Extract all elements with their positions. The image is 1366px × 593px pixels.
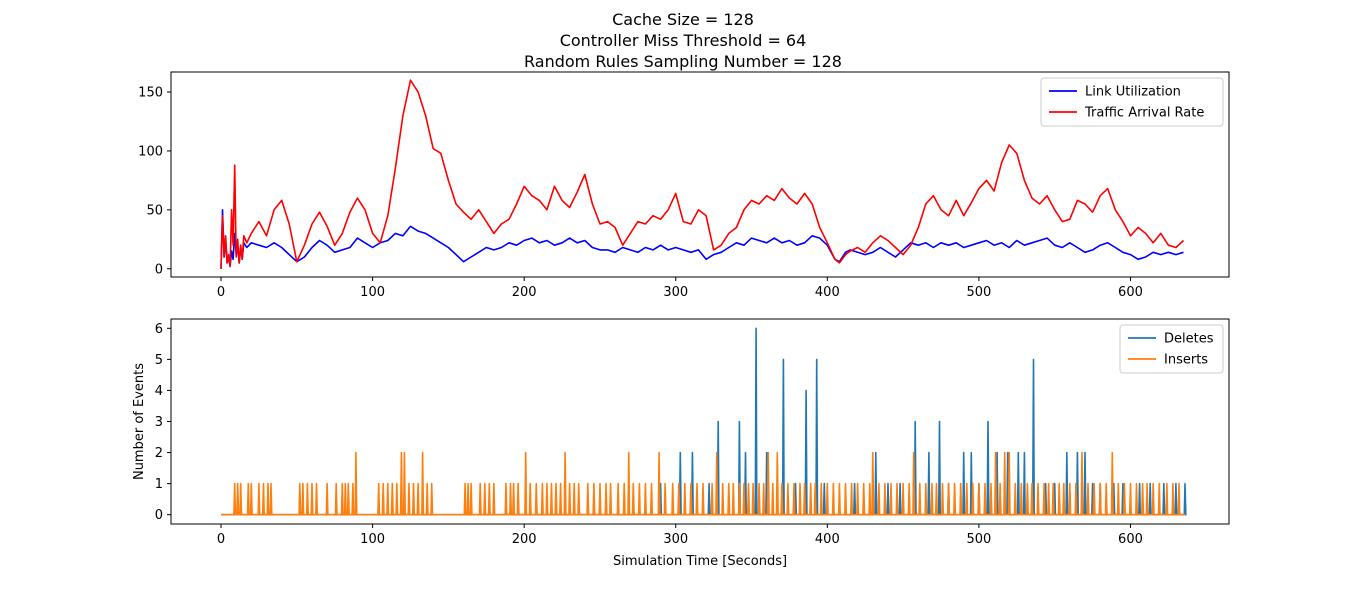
bottom-legend-entry: Inserts bbox=[1164, 353, 1208, 368]
bottom-y-tick-label: 6 bbox=[155, 322, 163, 337]
title-line-2: Controller Miss Threshold = 64 bbox=[560, 31, 807, 50]
bottom-x-tick-label: 100 bbox=[360, 532, 385, 547]
top-y-tick-label: 0 bbox=[155, 262, 163, 277]
title-line-3: Random Rules Sampling Number = 128 bbox=[524, 52, 842, 71]
bottom-y-tick-label: 1 bbox=[155, 477, 163, 492]
top-x-tick-label: 100 bbox=[360, 285, 385, 300]
bottom-x-axis-label: Simulation Time [Seconds] bbox=[613, 554, 787, 569]
title-line-1: Cache Size = 128 bbox=[612, 10, 754, 29]
top-axes-frame bbox=[170, 71, 1230, 278]
chart-title: Cache Size = 128 Controller Miss Thresho… bbox=[524, 10, 842, 71]
bottom-y-axis-label: Number of Events bbox=[132, 363, 147, 480]
top-legend-entry: Link Utilization bbox=[1085, 85, 1181, 100]
bottom-x-tick-label: 500 bbox=[966, 532, 991, 547]
top-x-tick-label: 400 bbox=[815, 285, 840, 300]
bottom-series-group bbox=[221, 327, 1187, 516]
bottom-x-tick-label: 600 bbox=[1118, 532, 1143, 547]
bottom-x-tick-label: 200 bbox=[512, 532, 537, 547]
bottom-plot: 0 100 200 300 400 500 600 0 1 2 3 4 5 6 Simulation Tim… bbox=[132, 318, 1230, 569]
bottom-y-tick-label: 0 bbox=[155, 508, 163, 523]
top-legend-entry: Traffic Arrival Rate bbox=[1084, 106, 1204, 121]
top-x-tick-label: 500 bbox=[966, 285, 991, 300]
bottom-legend: Deletes Inserts bbox=[1119, 324, 1224, 374]
top-y-tick-label: 100 bbox=[138, 144, 163, 159]
top-x-tick-label: 300 bbox=[663, 285, 688, 300]
bottom-x-tick-label: 400 bbox=[815, 532, 840, 547]
top-legend: Link Utilization Traffic Arrival Rate bbox=[1040, 77, 1224, 127]
bottom-legend-entry: Deletes bbox=[1164, 332, 1214, 347]
bottom-y-tick-label: 2 bbox=[155, 446, 163, 461]
bottom-series-inserts-line bbox=[221, 451, 1185, 516]
top-x-tick-label: 200 bbox=[512, 285, 537, 300]
top-series-traffic-arrival-rate-line bbox=[220, 79, 1185, 269]
top-y-tick-label: 150 bbox=[138, 86, 163, 101]
bottom-y-tick-label: 3 bbox=[155, 415, 163, 430]
bottom-x-tick-label: 300 bbox=[663, 532, 688, 547]
bottom-x-tick-label: 0 bbox=[217, 532, 225, 547]
top-x-tick-label: 0 bbox=[217, 285, 225, 300]
top-series-group bbox=[220, 79, 1185, 269]
bottom-y-tick-label: 4 bbox=[155, 384, 163, 399]
bottom-legend-box bbox=[1119, 324, 1224, 374]
top-series-link-utilization-line bbox=[220, 209, 1184, 269]
top-plot: 0 100 200 300 400 500 600 0 50 100 150 Link Utiliza… bbox=[138, 71, 1230, 300]
bottom-y-tick-label: 5 bbox=[155, 353, 163, 368]
top-x-tick-label: 600 bbox=[1118, 285, 1143, 300]
top-legend-box bbox=[1040, 77, 1224, 127]
top-y-tick-label: 50 bbox=[146, 203, 163, 218]
